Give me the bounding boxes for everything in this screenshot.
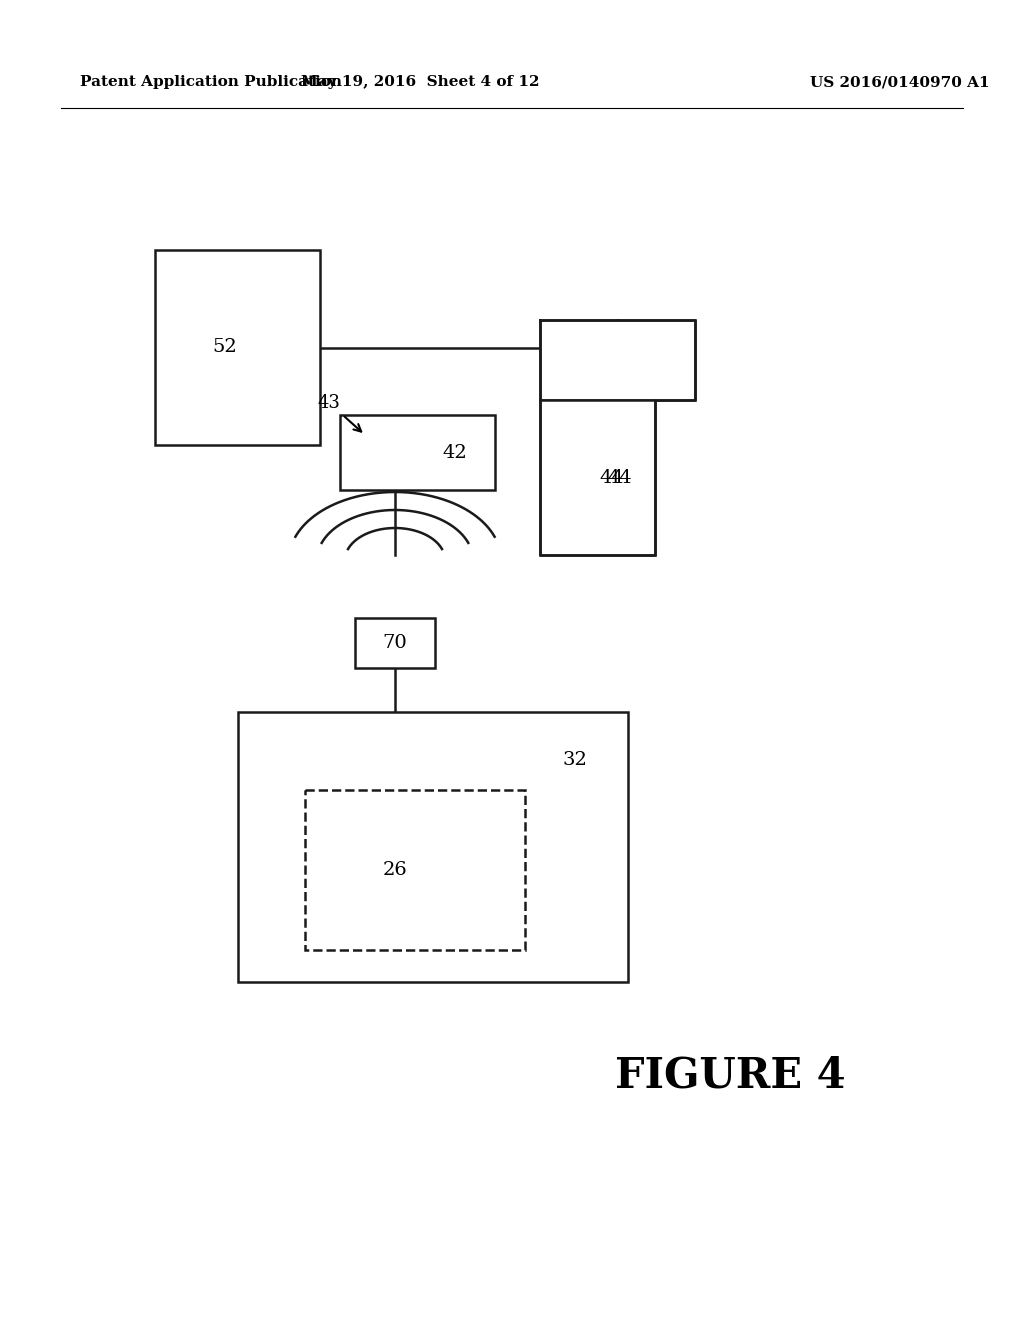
Text: 26: 26 — [383, 861, 408, 879]
Text: 43: 43 — [318, 393, 361, 432]
Text: Patent Application Publication: Patent Application Publication — [80, 75, 342, 88]
Bar — [540, 319, 695, 400]
Text: May 19, 2016  Sheet 4 of 12: May 19, 2016 Sheet 4 of 12 — [301, 75, 540, 88]
Text: US 2016/0140970 A1: US 2016/0140970 A1 — [810, 75, 990, 88]
Text: 32: 32 — [562, 751, 588, 770]
Text: 70: 70 — [383, 634, 408, 652]
Text: 44: 44 — [607, 469, 633, 487]
Bar — [540, 400, 655, 554]
Polygon shape — [540, 319, 695, 554]
Bar — [305, 789, 525, 950]
Text: 42: 42 — [442, 444, 467, 462]
Bar — [238, 711, 628, 982]
Bar — [355, 618, 435, 668]
Bar — [340, 414, 495, 490]
Text: 52: 52 — [213, 338, 238, 356]
Text: 44: 44 — [600, 469, 625, 487]
Text: FIGURE 4: FIGURE 4 — [614, 1053, 846, 1096]
Bar — [155, 249, 319, 445]
